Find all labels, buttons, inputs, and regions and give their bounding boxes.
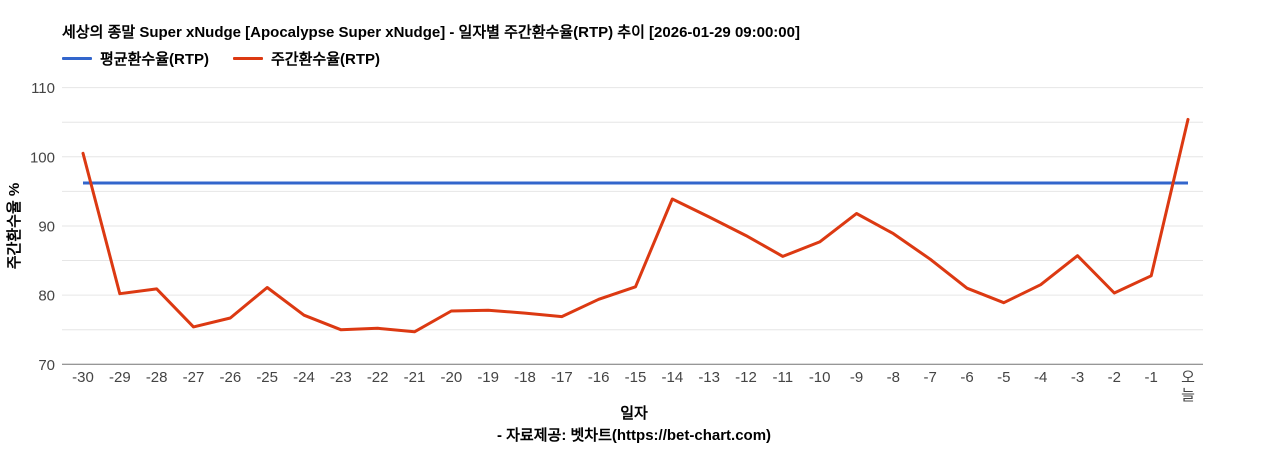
x-tick-label: -2 — [1108, 369, 1121, 386]
y-tick-label: 80 — [38, 288, 55, 305]
x-tick-label: -9 — [850, 369, 863, 386]
x-tick-label: -17 — [551, 369, 573, 386]
x-tick-label: -10 — [809, 369, 831, 386]
x-tick-label: -13 — [698, 369, 720, 386]
legend-item-weekly: 주간환수율(RTP) — [233, 48, 380, 69]
x-tick-label: -1 — [1144, 369, 1157, 386]
x-tick-label: -22 — [367, 369, 389, 386]
x-tick-label: -24 — [293, 369, 315, 386]
legend-label-weekly: 주간환수율(RTP) — [271, 51, 380, 68]
x-tick-label: -15 — [625, 369, 647, 386]
x-tick-label: -21 — [404, 369, 426, 386]
x-tick-label: -4 — [1034, 369, 1047, 386]
chart-title: 세상의 종말 Super xNudge [Apocalypse Super xN… — [62, 24, 800, 41]
legend: 평균환수율(RTP) 주간환수율(RTP) — [62, 48, 380, 69]
x-tick-label: -28 — [146, 369, 168, 386]
x-tick-label: -19 — [477, 369, 499, 386]
y-axis-title: 주간환수율 % — [5, 183, 23, 270]
x-tick-label: -16 — [588, 369, 610, 386]
x-axis-labels: -30 -29 -28 -27 -26 -25 -24 -23 -22 -21 -20 -19 -18-… — [72, 369, 1195, 404]
x-tick-label: -3 — [1071, 369, 1084, 386]
gridlines — [62, 87, 1203, 365]
x-tick-label: -5 — [997, 369, 1010, 386]
y-axis-labels: 70 80 90 100 110 — [30, 80, 55, 374]
y-tick-label: 110 — [31, 80, 55, 97]
y-tick-label: 100 — [30, 149, 55, 166]
y-tick-label: 90 — [38, 218, 55, 235]
x-tick-label: -25 — [256, 369, 278, 386]
x-tick-label: -30 — [72, 369, 94, 386]
x-tick-label: -18 — [514, 369, 536, 386]
x-tick-label: -7 — [923, 369, 936, 386]
data-source-note: - 자료제공: 벳차트(https://bet-chart.com) — [496, 427, 772, 444]
y-tick-label: 70 — [38, 357, 55, 374]
x-tick-label: -20 — [440, 369, 462, 386]
legend-label-average: 평균환수율(RTP) — [100, 51, 209, 68]
x-tick-label: -8 — [887, 369, 900, 386]
legend-line-swatch-weekly — [233, 57, 263, 60]
x-tick-label: -6 — [960, 369, 973, 386]
legend-item-average: 평균환수율(RTP) — [62, 48, 209, 69]
x-tick-label: -12 — [735, 369, 757, 386]
legend-line-swatch-average — [62, 57, 92, 60]
x-tick-label: -29 — [109, 369, 131, 386]
x-tick-label: -14 — [661, 369, 683, 386]
x-tick-label: -11 — [773, 369, 794, 386]
x-axis-title: 일자 — [620, 405, 648, 422]
x-tick-label: -27 — [183, 369, 205, 386]
x-tick-label: -26 — [219, 369, 241, 386]
series-line-weekly — [81, 117, 1190, 334]
x-tick-label: -23 — [330, 369, 352, 386]
